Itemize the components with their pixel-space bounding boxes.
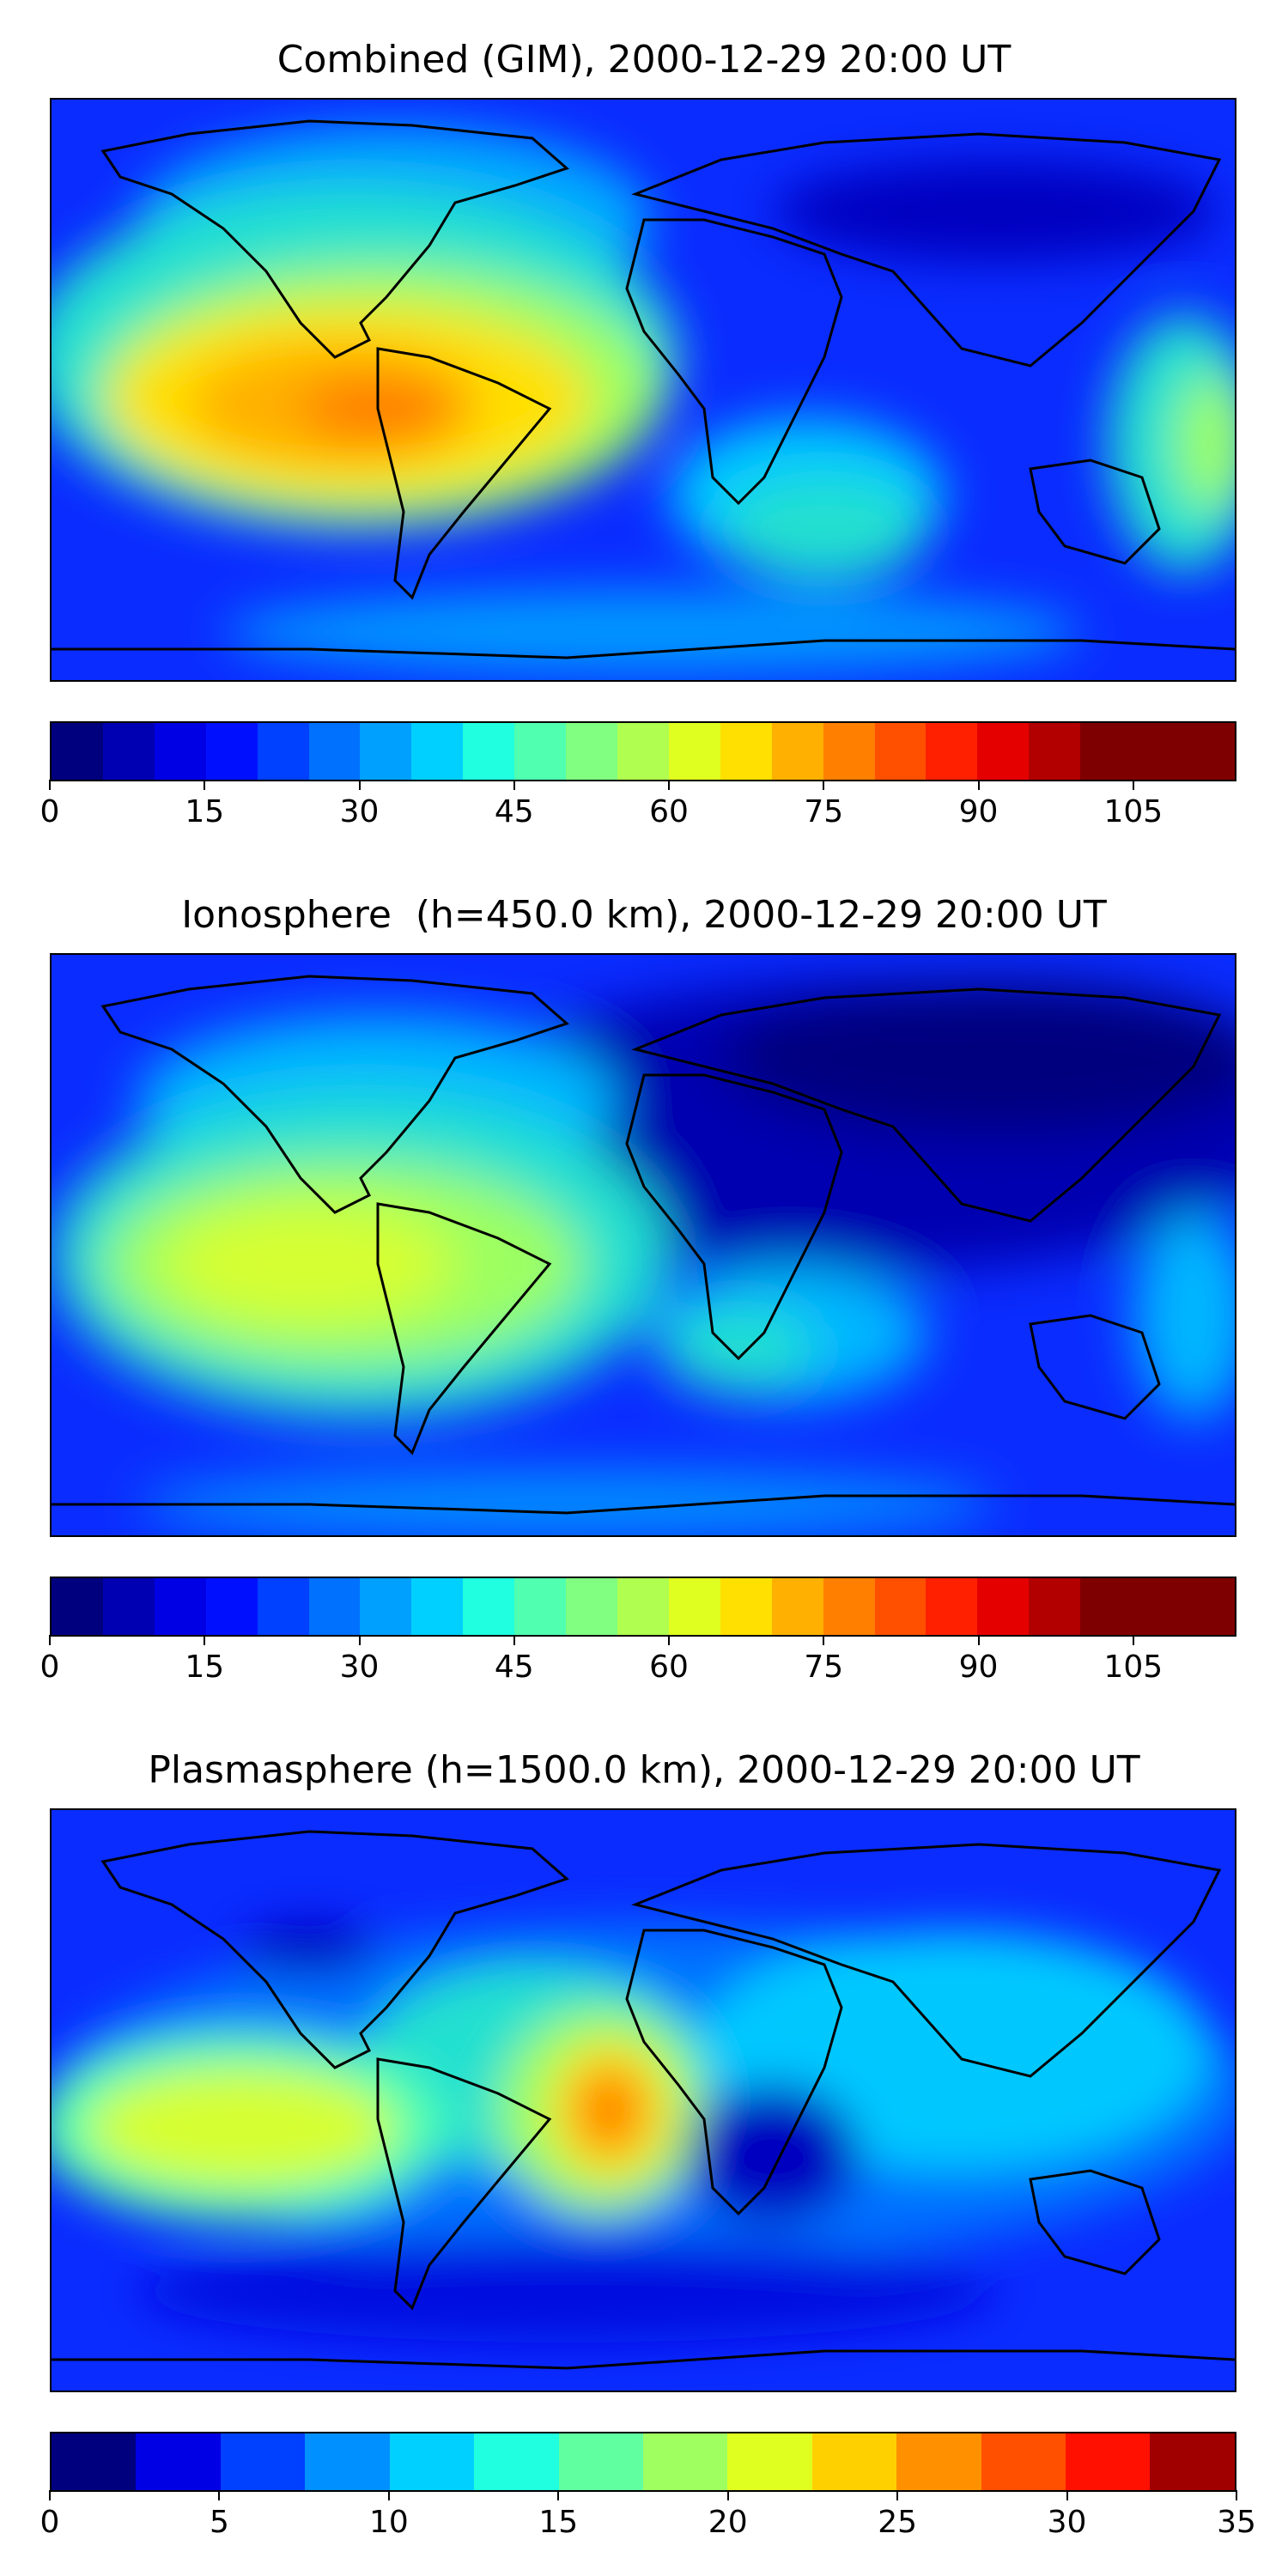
tick-label: 30 xyxy=(339,794,380,829)
contour-blob xyxy=(721,981,1235,1135)
tick-label: 5 xyxy=(209,2505,229,2540)
tick-label: 20 xyxy=(708,2505,748,2540)
tick-mark xyxy=(513,780,515,790)
tick-label: 30 xyxy=(1047,2505,1087,2540)
colorbar xyxy=(50,2432,1236,2492)
tec-map-ionosphere xyxy=(50,953,1236,1537)
tec-map-combined xyxy=(50,98,1236,682)
contour-blob xyxy=(773,160,1219,263)
tick-mark xyxy=(49,1635,51,1645)
coastlines xyxy=(52,119,1235,659)
tick-label: 35 xyxy=(1217,2505,1256,2540)
tick-label: 60 xyxy=(649,794,689,829)
tick-label: 15 xyxy=(185,1649,225,1685)
tick-label: 75 xyxy=(804,794,844,829)
tick-mark xyxy=(823,780,825,790)
chart-title: Ionosphere (h=450.0 km), 2000-12-29 20:0… xyxy=(181,893,1107,937)
tick-mark xyxy=(358,780,361,790)
tick-mark xyxy=(218,2490,221,2500)
colorbar xyxy=(50,721,1236,781)
tick-label: 15 xyxy=(538,2505,579,2540)
tick-mark xyxy=(896,2490,899,2500)
tick-mark xyxy=(204,1635,206,1645)
tick-mark xyxy=(1132,780,1134,790)
tick-mark xyxy=(557,2490,560,2500)
contour-blob xyxy=(575,2068,644,2154)
tick-label: 10 xyxy=(368,2505,409,2540)
tick-mark xyxy=(1066,2490,1068,2500)
tick-mark xyxy=(726,2490,729,2500)
colorbar xyxy=(50,1577,1236,1637)
contour-blob xyxy=(86,2068,395,2188)
contour-blob xyxy=(1133,1212,1235,1419)
tick-label: 25 xyxy=(878,2505,918,2540)
tick-label: 45 xyxy=(494,794,534,829)
tick-label: 90 xyxy=(958,794,999,829)
tick-mark xyxy=(668,1635,671,1645)
chart-title: Plasmasphere (h=1500.0 km), 2000-12-29 2… xyxy=(148,1748,1140,1792)
chart-title: Combined (GIM), 2000-12-29 20:00 UT xyxy=(276,38,1012,82)
tick-mark xyxy=(513,1635,515,1645)
contour-blob xyxy=(721,477,927,580)
contour-blob xyxy=(137,1470,996,1535)
tec-map-plasmasphere xyxy=(50,1808,1236,2392)
contour-blob xyxy=(223,589,1082,675)
tick-mark xyxy=(387,2490,390,2500)
contour-blob xyxy=(240,1922,378,1973)
tick-label: 60 xyxy=(649,1649,689,1685)
tick-label: 75 xyxy=(804,1649,844,1685)
tick-label: 30 xyxy=(339,1649,380,1685)
tick-label: 105 xyxy=(1103,1649,1163,1685)
coastlines xyxy=(52,1830,1235,2370)
tick-mark xyxy=(204,780,206,790)
colorbar-ticks: 0 15 30 45 60 75 90 105 xyxy=(40,1635,1236,1686)
tick-label: 15 xyxy=(185,794,225,829)
tick-mark xyxy=(668,780,671,790)
tick-label: 0 xyxy=(39,1649,60,1685)
tick-label: 90 xyxy=(958,1649,999,1685)
contour-blob xyxy=(137,2239,996,2342)
colorbar-ticks: 0 5 10 15 20 25 30 35 xyxy=(40,2490,1256,2542)
coastlines xyxy=(52,975,1235,1515)
tick-mark xyxy=(1236,2490,1237,2500)
contour-blob xyxy=(1176,374,1235,512)
tick-mark xyxy=(49,2490,51,2500)
tick-label: 0 xyxy=(39,2505,60,2540)
tick-mark xyxy=(977,1635,980,1645)
contour-blob xyxy=(687,2085,859,2222)
tick-label: 0 xyxy=(39,794,60,829)
tick-mark xyxy=(977,780,980,790)
colorbar-ticks: 0 15 30 45 60 75 90 105 xyxy=(40,780,1236,831)
contour-blob xyxy=(163,1204,455,1324)
tick-mark xyxy=(49,780,51,790)
tick-mark xyxy=(1132,1635,1134,1645)
tick-label: 105 xyxy=(1103,794,1163,829)
tick-mark xyxy=(823,1635,825,1645)
tick-mark xyxy=(358,1635,361,1645)
tick-label: 45 xyxy=(494,1649,534,1685)
contour-blob xyxy=(661,1307,816,1393)
